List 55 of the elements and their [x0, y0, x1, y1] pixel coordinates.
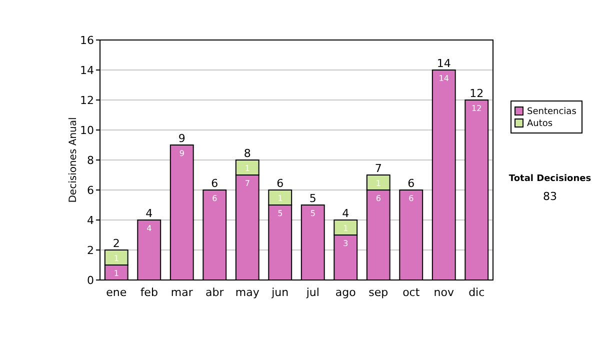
y-tick-label: 12 — [80, 94, 94, 107]
data-label: 1 — [343, 224, 348, 233]
y-tick-label: 2 — [87, 244, 94, 257]
x-tick-label: nov — [434, 286, 454, 299]
y-tick-label: 4 — [87, 214, 94, 227]
x-tick-label: sep — [368, 286, 388, 299]
x-tick-label: may — [235, 286, 260, 299]
total-label: 2 — [112, 237, 120, 250]
total-label: 8 — [244, 147, 251, 160]
data-label: 5 — [310, 209, 316, 218]
data-label: 1 — [278, 194, 283, 203]
total-label: 7 — [374, 162, 382, 175]
x-tick-label: ago — [335, 286, 356, 299]
data-label: 3 — [343, 239, 348, 248]
text: 83 — [543, 190, 557, 203]
data-label: 7 — [244, 179, 250, 188]
y-tick-label: 16 — [80, 34, 94, 47]
data-label: 9 — [179, 149, 184, 158]
data-label: 5 — [278, 209, 283, 218]
data-label: 1 — [114, 269, 119, 278]
y-tick-label: 6 — [87, 184, 94, 197]
total-label: 14 — [436, 57, 451, 70]
legend-label: Sentencias — [527, 107, 577, 118]
total-label: 12 — [470, 87, 484, 100]
data-label: 1 — [376, 179, 381, 188]
total-label: 4 — [342, 207, 350, 220]
total-label: 6 — [408, 177, 415, 190]
y-tick-label: 0 — [87, 274, 94, 287]
data-label: 12 — [472, 104, 482, 113]
x-tick-label: dic — [468, 286, 485, 299]
total-label: 5 — [309, 192, 316, 205]
data-label: 4 — [146, 224, 152, 233]
y-axis-title: Decisiones Anual — [68, 117, 79, 203]
data-label: 6 — [376, 194, 381, 203]
text: Total Decisiones — [508, 174, 592, 184]
y-tick-label: 8 — [87, 154, 94, 167]
x-tick-label: ene — [106, 286, 127, 299]
x-tick-label: mar — [170, 286, 194, 299]
data-label: 6 — [408, 194, 414, 203]
x-tick-label: abr — [206, 286, 224, 299]
data-label: 14 — [438, 74, 449, 83]
x-tick-label: oct — [402, 286, 420, 299]
legend-label: Autos — [527, 119, 553, 130]
total-label: 6 — [276, 177, 284, 190]
x-tick-label: jul — [305, 286, 320, 299]
total-label: 9 — [178, 132, 186, 145]
data-label: 1 — [244, 164, 250, 173]
data-label: 6 — [212, 194, 218, 203]
x-tick-label: jun — [270, 286, 289, 299]
data-label: 1 — [114, 254, 119, 263]
y-tick-label: 14 — [80, 64, 94, 77]
y-tick-label: 10 — [80, 124, 94, 137]
total-label: 4 — [146, 207, 153, 220]
total-label: 6 — [211, 177, 218, 190]
x-tick-label: feb — [140, 286, 158, 299]
